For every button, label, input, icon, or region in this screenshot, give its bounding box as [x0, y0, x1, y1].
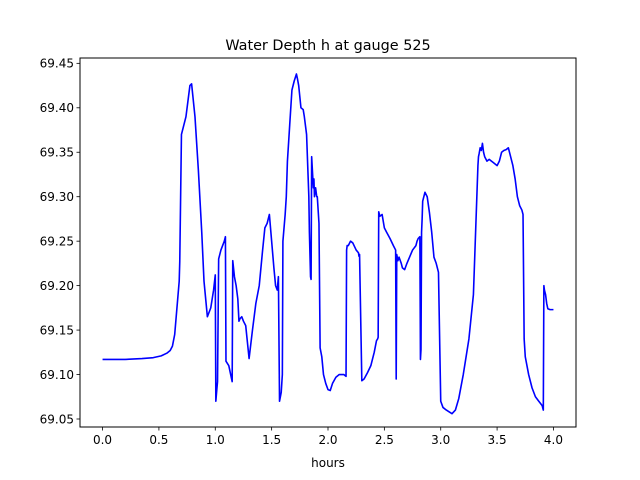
x-tick-label: 3.0	[431, 433, 450, 447]
x-tick-label: 3.5	[488, 433, 507, 447]
y-tick-label: 69.05	[40, 412, 74, 426]
y-tick-label: 69.25	[40, 234, 74, 248]
y-axis: 69.05 69.10 69.15 69.20 69.25 69.30 69.35 69.40…	[40, 57, 80, 426]
y-tick-label: 69.45	[40, 57, 74, 71]
chart-title: Water Depth h at gauge 525	[225, 38, 430, 54]
x-tick-label: 1.5	[262, 433, 281, 447]
x-axis-label: hours	[311, 456, 345, 470]
x-axis: 0.0 0.5 1.0 1.5 2.0 2.5 3.0 3.5 4.0	[93, 427, 563, 447]
y-tick-label: 69.20	[40, 279, 74, 293]
x-tick-label: 0.0	[93, 433, 112, 447]
y-tick-label: 69.10	[40, 368, 74, 382]
y-tick-label: 69.15	[40, 323, 74, 337]
x-tick-label: 4.0	[544, 433, 563, 447]
x-tick-label: 0.5	[149, 433, 168, 447]
y-tick-label: 69.30	[40, 190, 74, 204]
y-tick-label: 69.40	[40, 101, 74, 115]
series-line	[102, 73, 554, 415]
x-tick-label: 1.0	[206, 433, 225, 447]
y-tick-label: 69.35	[40, 146, 74, 160]
x-tick-label: 2.0	[318, 433, 337, 447]
x-tick-label: 2.5	[375, 433, 394, 447]
series-layer	[102, 73, 554, 415]
